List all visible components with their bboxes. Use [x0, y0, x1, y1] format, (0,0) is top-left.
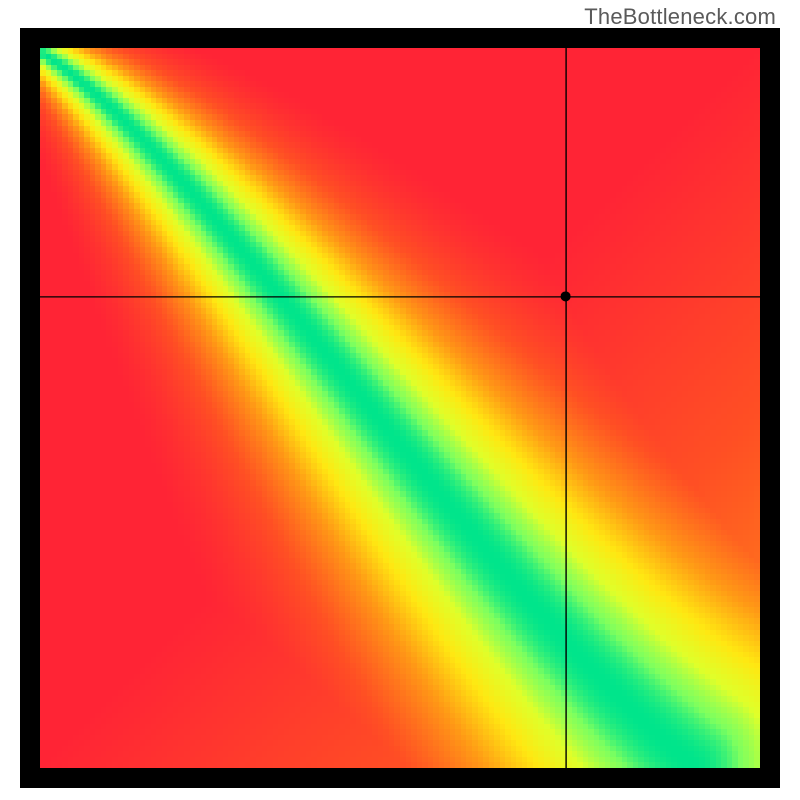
chart-frame	[20, 28, 780, 788]
heatmap-canvas	[40, 48, 760, 768]
heatmap-plot	[40, 48, 760, 768]
watermark-text: TheBottleneck.com	[584, 4, 776, 30]
